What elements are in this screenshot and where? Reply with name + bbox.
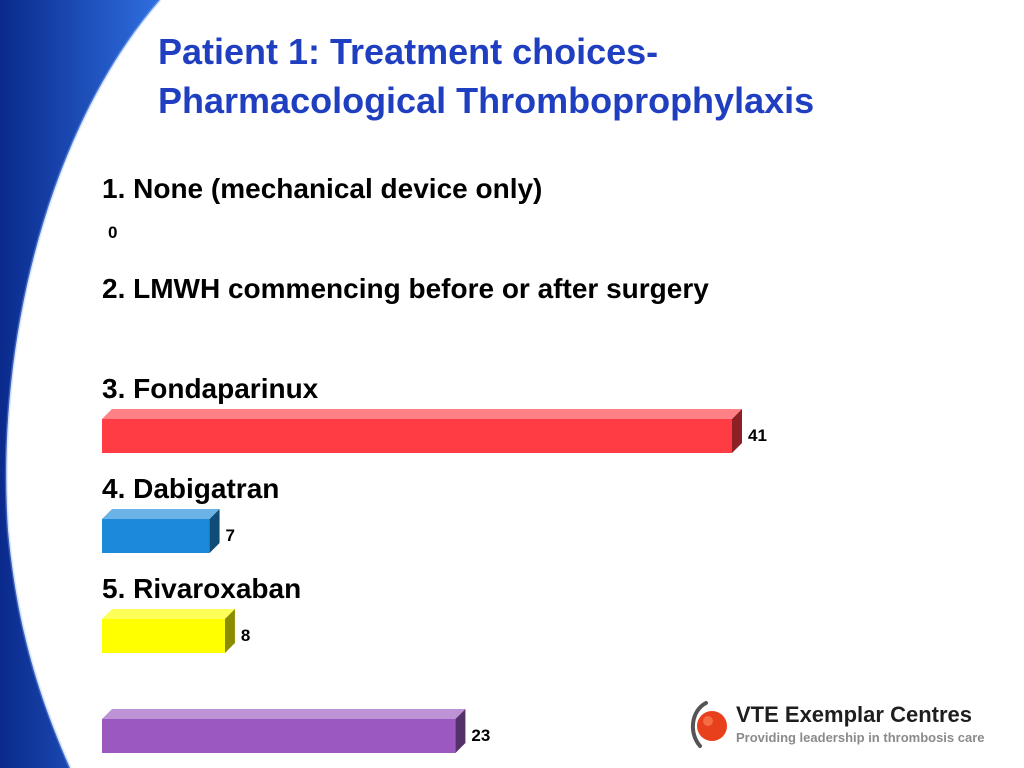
- slide-title-line-1: Patient 1: Treatment choices-: [158, 31, 659, 72]
- bar-side-face-5: [455, 709, 466, 753]
- bar-5: [102, 719, 456, 753]
- category-label-2: 2. LMWH commencing before or after surge…: [102, 273, 709, 304]
- bar-3: [102, 519, 210, 553]
- bar-top-face-2: [102, 409, 742, 419]
- vte-logo: VTE Exemplar Centres Providing leadershi…: [688, 698, 998, 754]
- slide-title: Patient 1: Treatment choices- Pharmacolo…: [158, 27, 998, 125]
- left-blue-arc: [0, 0, 160, 768]
- category-label-4: 4. Dabigatran: [102, 473, 279, 504]
- bar-side-face-2: [732, 409, 742, 453]
- value-label-4: 8: [241, 626, 250, 645]
- bar-top-face-5: [102, 709, 466, 719]
- bar-side-face-3: [209, 509, 220, 553]
- bar-side-face-4: [224, 609, 235, 653]
- bar-top-face-4: [102, 609, 235, 619]
- value-label-1: 0: [108, 223, 117, 242]
- category-label-1: 1. None (mechanical device only): [102, 173, 542, 204]
- value-label-5: 23: [471, 726, 490, 745]
- bar-4: [102, 619, 225, 653]
- logo-tagline: Providing leadership in thrombosis care: [736, 730, 985, 745]
- value-label-2: 41: [748, 426, 767, 445]
- logo-brand-name: VTE Exemplar Centres: [736, 702, 972, 727]
- category-label-3: 3. Fondaparinux: [102, 373, 319, 404]
- slide-title-line-2: Pharmacological Thromboprophylaxis: [158, 80, 815, 121]
- vte-logo-icon: [690, 701, 727, 748]
- left-blue-arc-highlight: [4, 0, 162, 768]
- category-label-5: 5. Rivaroxaban: [102, 573, 301, 604]
- bar-2: [102, 419, 732, 453]
- bar-top-face-3: [102, 509, 220, 519]
- value-label-3: 7: [226, 526, 235, 545]
